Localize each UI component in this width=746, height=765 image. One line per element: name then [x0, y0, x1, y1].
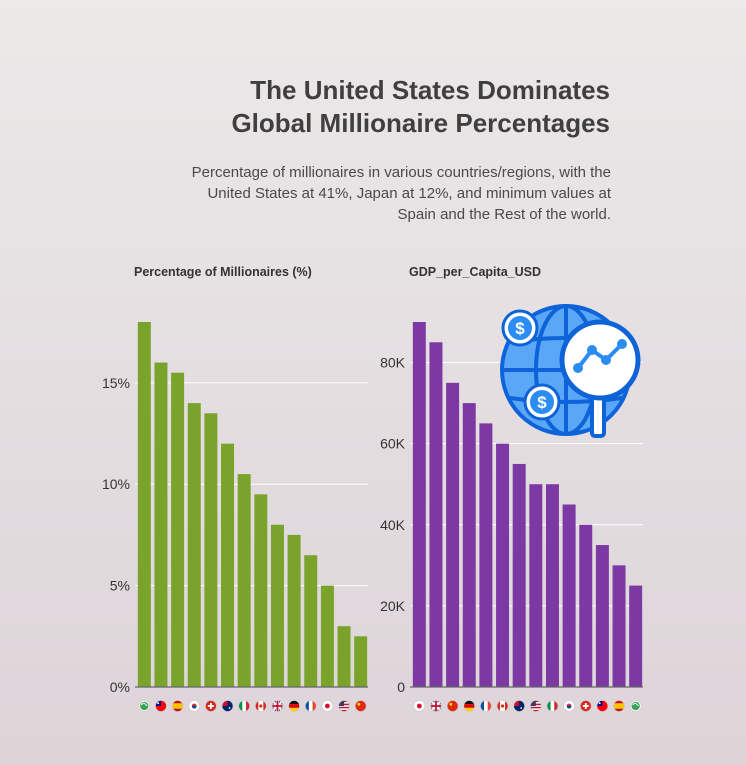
right-flag-de — [463, 700, 476, 712]
left-flag-es — [171, 700, 184, 712]
page-subtitle: Percentage of millionaires in various co… — [111, 162, 611, 225]
right-bar — [629, 585, 643, 687]
left-bar — [320, 585, 334, 687]
title-line-2: Global Millionaire Percentages — [231, 108, 610, 138]
left-bar — [154, 362, 168, 687]
left-bar — [270, 524, 284, 687]
right-flag-row — [629, 700, 642, 712]
left-flag-tw — [155, 700, 167, 712]
left-y-tick-label: 5% — [110, 578, 130, 594]
right-flag-es — [613, 700, 625, 712]
globe-dollar-analytics-icon: $ $ — [500, 304, 641, 438]
left-bar — [254, 494, 268, 687]
right-flag-au — [513, 700, 525, 712]
left-bar — [337, 626, 351, 687]
right-bar — [545, 484, 559, 687]
right-chart-title: GDP_per_Capita_USD — [409, 265, 541, 279]
right-bar — [496, 443, 510, 687]
left-bar — [237, 474, 251, 687]
right-flag-us — [530, 700, 542, 712]
left-y-tick-label: 0% — [110, 679, 130, 695]
left-bar — [221, 443, 235, 687]
page-title: The United States Dominates Global Milli… — [90, 74, 610, 140]
right-y-tick-label: 60K — [380, 436, 406, 452]
right-bar — [512, 463, 526, 687]
left-flag-ca — [255, 700, 267, 712]
right-flag-tw — [596, 700, 609, 712]
left-y-tick-label: 15% — [102, 375, 130, 391]
left-chart: Percentage of Millionaires (%) 0% 5% 10% 15% — [102, 265, 368, 712]
svg-text:$: $ — [515, 319, 525, 338]
right-bar — [479, 423, 493, 687]
right-bar — [446, 382, 460, 687]
left-flag-cn — [354, 700, 367, 712]
right-flag-cn — [446, 700, 459, 712]
right-flag-jp — [413, 700, 426, 712]
right-bar — [579, 524, 593, 687]
left-flag-kr — [188, 700, 201, 712]
right-bar — [429, 342, 443, 687]
subtitle-line-1: Percentage of millionaires in various co… — [191, 164, 611, 181]
right-flag-ch — [579, 700, 592, 712]
right-flag-ca — [496, 700, 509, 712]
left-chart-title: Percentage of Millionaires (%) — [134, 265, 312, 279]
svg-text:$: $ — [537, 393, 547, 412]
right-bar — [595, 545, 609, 687]
left-flag-de — [288, 700, 300, 712]
right-bar — [612, 565, 626, 687]
right-bar — [562, 504, 576, 687]
left-bar — [304, 555, 318, 687]
left-flag-gb — [271, 700, 284, 712]
right-flag-kr — [563, 700, 575, 712]
left-flag-au — [221, 700, 234, 712]
left-y-tick-label: 10% — [102, 476, 130, 492]
right-flag-fr — [480, 700, 492, 712]
left-bar — [171, 372, 185, 687]
left-flag-us — [338, 700, 350, 712]
left-bar — [287, 534, 301, 687]
right-chart: GDP_per_Capita_USD 0 20K 40K 60K 80K — [380, 265, 643, 712]
right-y-tick-label: 0 — [397, 679, 405, 695]
left-bar — [187, 403, 201, 687]
left-flag-ch — [205, 700, 217, 712]
right-bar — [462, 403, 476, 687]
right-bar — [412, 322, 426, 687]
right-flag-gb — [430, 700, 442, 712]
right-bar — [529, 484, 543, 687]
left-bar — [204, 413, 218, 687]
right-y-tick-label: 20K — [380, 598, 406, 614]
right-flag-it — [546, 700, 559, 712]
left-flag-fr — [304, 700, 317, 712]
left-bar — [137, 322, 151, 687]
left-flag-row — [138, 700, 151, 712]
title-line-1: The United States Dominates — [250, 75, 610, 105]
left-flag-jp — [321, 700, 334, 712]
right-y-tick-label: 40K — [380, 517, 406, 533]
right-y-tick-label: 80K — [380, 355, 406, 371]
left-bar — [354, 636, 368, 687]
subtitle-line-2: United States at 41%, Japan at 12%, and … — [207, 185, 611, 202]
subtitle-line-3: Spain and the Rest of the world. — [397, 206, 611, 223]
left-flag-it — [238, 700, 250, 712]
